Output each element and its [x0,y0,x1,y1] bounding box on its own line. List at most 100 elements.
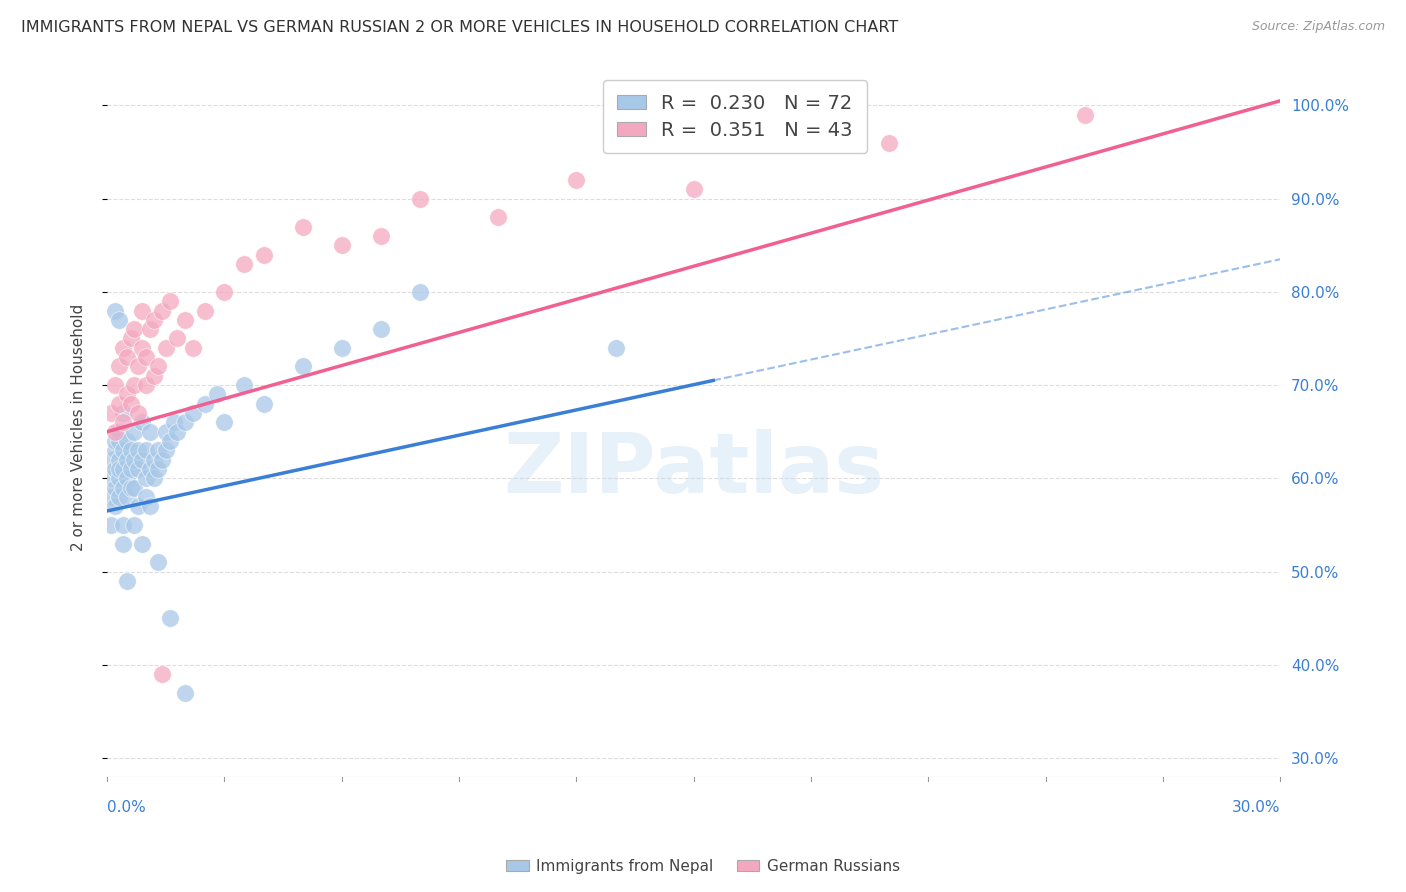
Point [120,397,142,411]
Point [682,182,704,196]
Point [131,536,153,550]
Point [181,406,204,420]
Point [181,341,204,355]
Point [104,500,127,514]
Point [233,378,256,392]
Point [107,397,129,411]
Point [115,387,138,401]
Point [174,686,197,700]
Point [166,425,188,439]
Point [107,490,129,504]
Point [124,481,146,495]
Point [115,350,138,364]
Point [100,406,122,420]
Point [159,294,181,309]
Point [120,331,142,345]
Point [120,462,142,476]
Point [135,443,157,458]
Point [100,471,122,485]
Point [194,397,217,411]
Point [135,471,157,485]
Point [104,378,127,392]
Point [291,219,314,234]
Point [124,378,146,392]
Point [214,416,236,430]
Point [162,416,184,430]
Point [124,518,146,533]
Point [143,368,166,383]
Point [127,406,149,420]
Point [146,443,169,458]
Point [127,500,149,514]
Point [159,611,181,625]
Point [139,322,162,336]
Point [146,359,169,374]
Point [252,397,274,411]
Point [120,481,142,495]
Point [111,443,134,458]
Point [135,490,157,504]
Point [1074,108,1097,122]
Point [115,471,138,485]
Point [115,574,138,588]
Text: 0.0%: 0.0% [107,800,146,815]
Point [605,341,627,355]
Point [107,313,129,327]
Point [159,434,181,448]
Y-axis label: 2 or more Vehicles in Household: 2 or more Vehicles in Household [72,303,86,550]
Point [877,136,900,150]
Point [150,303,173,318]
Point [100,452,122,467]
Point [100,518,122,533]
Point [150,667,173,681]
Point [174,416,197,430]
Point [139,425,162,439]
Point [107,452,129,467]
Point [214,285,236,299]
Point [155,341,177,355]
Point [124,425,146,439]
Point [143,452,166,467]
Point [205,387,228,401]
Point [291,359,314,374]
Text: 30.0%: 30.0% [1232,800,1281,815]
Point [155,443,177,458]
Point [146,555,169,569]
Point [115,490,138,504]
Point [155,425,177,439]
Point [107,462,129,476]
Point [166,331,188,345]
Point [139,462,162,476]
Point [111,462,134,476]
Legend: R =  0.230   N = 72, R =  0.351   N = 43: R = 0.230 N = 72, R = 0.351 N = 43 [603,80,866,153]
Point [143,313,166,327]
Point [107,471,129,485]
Point [104,434,127,448]
Point [139,500,162,514]
Text: Source: ZipAtlas.com: Source: ZipAtlas.com [1251,20,1385,33]
Point [120,443,142,458]
Point [127,462,149,476]
Point [370,228,392,243]
Point [135,350,157,364]
Point [111,416,134,430]
Point [330,341,353,355]
Point [104,481,127,495]
Point [104,425,127,439]
Point [330,238,353,252]
Point [115,434,138,448]
Point [127,443,149,458]
Point [104,462,127,476]
Point [124,452,146,467]
Point [146,462,169,476]
Point [565,173,588,187]
Point [409,192,432,206]
Point [370,322,392,336]
Point [100,490,122,504]
Point [107,359,129,374]
Legend: Immigrants from Nepal, German Russians: Immigrants from Nepal, German Russians [499,853,907,880]
Point [111,518,134,533]
Point [115,452,138,467]
Point [111,481,134,495]
Point [409,285,432,299]
